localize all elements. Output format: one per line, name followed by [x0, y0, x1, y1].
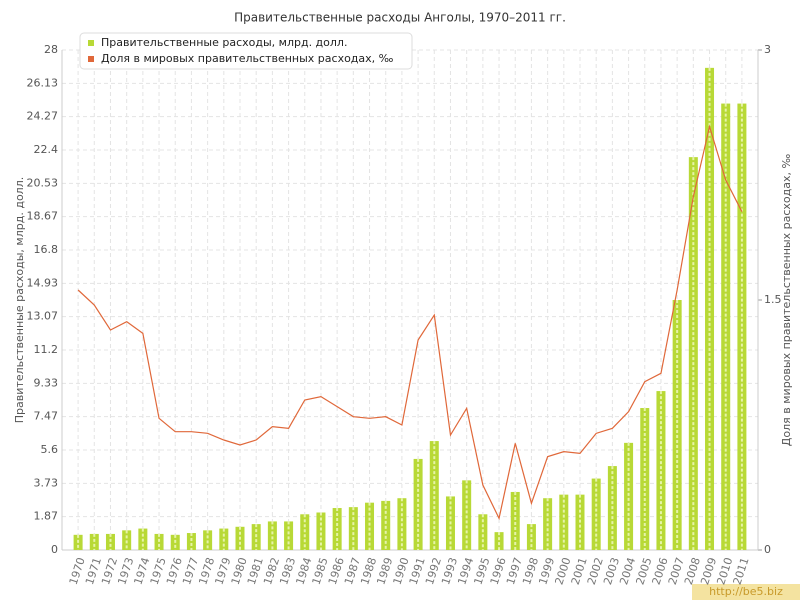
y-tick-label: 26.13: [27, 76, 59, 89]
watermark: http://be5.biz: [709, 585, 783, 598]
y2-tick-label: 0: [764, 543, 771, 556]
bar: [365, 502, 375, 550]
y-tick-label: 14.93: [27, 276, 59, 289]
bar: [89, 533, 99, 550]
legend-label: Правительственные расходы, млрд. долл.: [101, 36, 347, 49]
legend-swatch: [88, 40, 94, 46]
legend-label: Доля в мировых правительственных расхода…: [101, 52, 394, 65]
y-tick-label: 7.47: [34, 410, 59, 423]
y-tick-label: 24.27: [27, 110, 59, 123]
bar: [462, 480, 472, 550]
bar: [267, 521, 277, 550]
y-tick-label: 13.07: [27, 310, 59, 323]
plot-area: [62, 50, 758, 550]
bar: [203, 530, 213, 550]
y-tick-label: 1.87: [34, 510, 59, 523]
bar: [737, 103, 747, 551]
y-tick-label: 0: [51, 543, 58, 556]
legend-swatch: [88, 56, 94, 62]
y-tick-label: 11.2: [34, 343, 59, 356]
y-tick-label: 9.33: [34, 376, 59, 389]
bar: [316, 512, 326, 550]
bar: [624, 442, 634, 550]
y-tick-label: 16.8: [34, 243, 59, 256]
bar: [721, 103, 731, 551]
line: [77, 124, 743, 521]
watermark-bg: [692, 584, 800, 600]
chart-title: Правительственные расходы Анголы, 1970–2…: [234, 11, 566, 25]
y2-tick-label: 3: [764, 43, 771, 56]
y-tick-label: 18.67: [27, 210, 59, 223]
bar: [105, 533, 115, 550]
y-tick-label: 20.53: [27, 176, 59, 189]
y-tick-label: 3.73: [34, 476, 59, 489]
bar: [122, 530, 132, 550]
bar: [494, 532, 504, 550]
legend: Правительственные расходы, млрд. долл. До…: [79, 32, 413, 70]
y2-tick-label: 1.5: [764, 293, 782, 306]
bar: [510, 491, 520, 550]
bar: [429, 441, 439, 550]
bar: [381, 500, 391, 550]
bar: [284, 521, 294, 550]
bar: [186, 533, 196, 550]
bar: [656, 391, 666, 550]
y-axis-title: Правительственные расходы, млрд. долл.: [13, 177, 26, 423]
y-tick-label: 22.4: [34, 143, 59, 156]
bar: [154, 533, 164, 550]
legend-box: [79, 32, 413, 70]
y2-axis-title: Доля в мировых правительственных расхода…: [780, 154, 793, 447]
y-tick-label: 28: [44, 43, 58, 56]
y-tick-label: 5.6: [41, 443, 59, 456]
